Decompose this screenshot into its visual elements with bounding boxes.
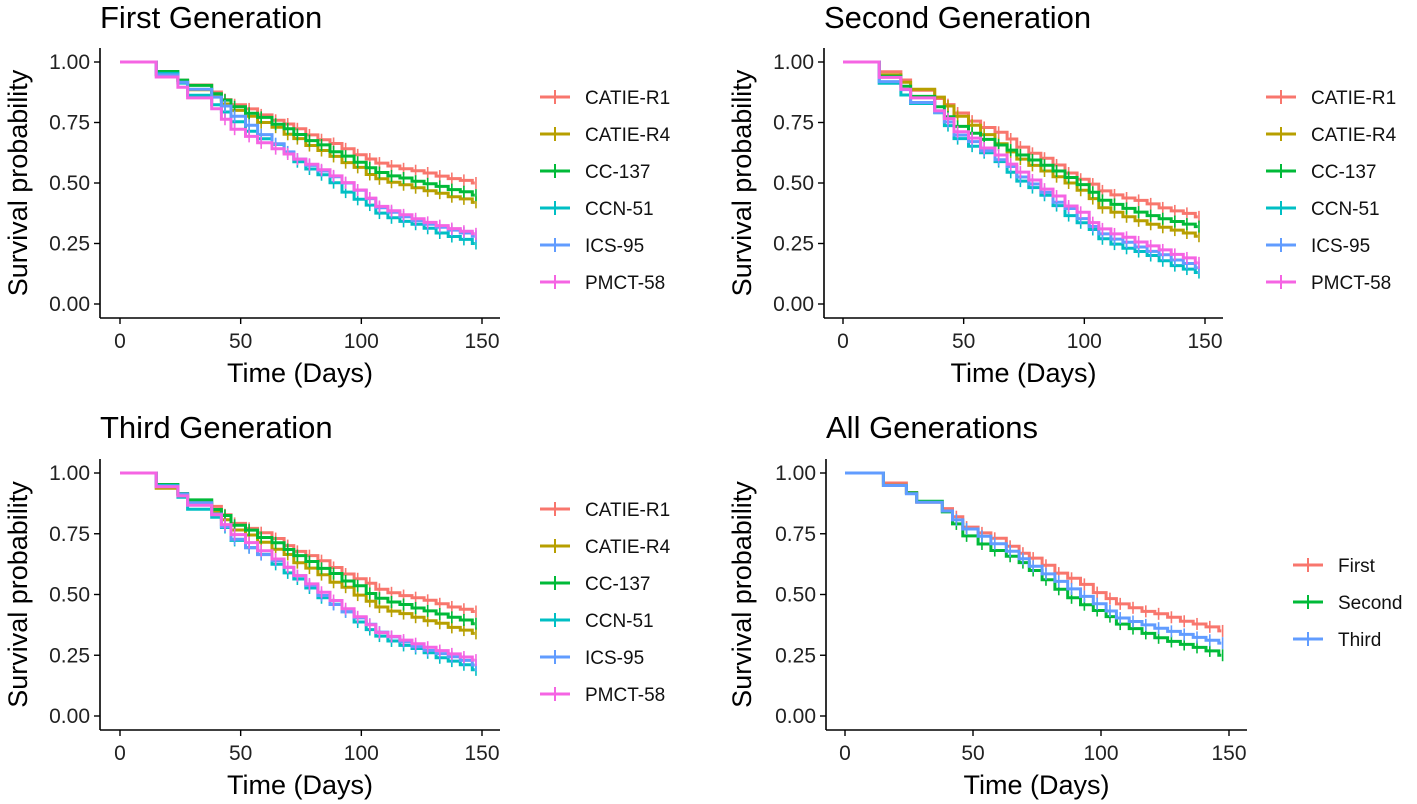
x-tick-label: 0 xyxy=(114,330,126,353)
x-tick-label: 150 xyxy=(464,330,499,353)
chart-panel-1: First Generation Survival probability 0.00… xyxy=(3,0,671,388)
x-tick-label: 50 xyxy=(229,330,252,353)
legend-label: CCN-51 xyxy=(585,611,654,632)
y-tick-label: 0.25 xyxy=(773,233,814,256)
chart-panel-4: All Generations Survival probability 0.00 0… xyxy=(727,410,1402,800)
y-tick-label: 0.00 xyxy=(49,293,90,316)
chart-panel-3: Third Generation Survival probability 0.00… xyxy=(3,410,671,800)
legend-label: First xyxy=(1338,556,1376,577)
chart-panel-2: Second Generation Survival probability 0.0… xyxy=(727,0,1397,388)
y-axis-label: Survival probability xyxy=(727,69,757,296)
legend-label: CCN-51 xyxy=(585,199,654,220)
survival-curve-catie-r4 xyxy=(120,471,475,635)
legend-label: CATIE-R4 xyxy=(585,125,671,146)
legend-label: PMCT-58 xyxy=(1311,273,1391,294)
x-tick-label: 100 xyxy=(344,330,379,353)
y-tick-label: 1.00 xyxy=(49,462,90,485)
survival-curve-cc-137 xyxy=(843,60,1198,229)
x-tick-label: 50 xyxy=(952,330,975,353)
y-tick-label: 0.00 xyxy=(773,293,814,316)
legend-label: CATIE-R1 xyxy=(585,500,670,521)
legend-label: Third xyxy=(1338,630,1381,651)
survival-curve-catie-r1 xyxy=(120,471,475,613)
y-tick-label: 0.25 xyxy=(49,644,90,667)
y-axis-label: Survival probability xyxy=(3,69,33,296)
y-tick-label: 0.25 xyxy=(49,233,90,256)
legend-label: CATIE-R1 xyxy=(1311,88,1396,109)
legend-label: CC-137 xyxy=(1311,162,1376,183)
survival-curve-ccn-51 xyxy=(120,60,475,245)
x-axis-label: Time (Days) xyxy=(951,358,1097,388)
legend-label: PMCT-58 xyxy=(585,273,665,294)
legend-label: ICS-95 xyxy=(585,236,644,257)
legend-label: CATIE-R4 xyxy=(1311,125,1397,146)
survival-curve-first xyxy=(845,471,1222,633)
survival-curve-third xyxy=(845,471,1222,645)
survival-curve-ics-95 xyxy=(120,471,475,667)
survival-curve-pmct-58 xyxy=(120,471,475,662)
x-tick-label: 0 xyxy=(114,742,126,765)
x-axis-label: Time (Days) xyxy=(964,770,1110,800)
x-tick-label: 100 xyxy=(1067,330,1102,353)
survival-curve-pmct-58 xyxy=(120,60,475,236)
survival-curve-catie-r1 xyxy=(843,60,1198,219)
legend-label: PMCT-58 xyxy=(585,685,665,706)
chart-title: All Generations xyxy=(826,410,1038,445)
survival-curve-cc-137 xyxy=(120,471,475,626)
y-tick-label: 0.00 xyxy=(775,705,816,728)
survival-curve-pmct-58 xyxy=(843,60,1198,265)
y-tick-label: 0.25 xyxy=(775,644,816,667)
legend-label: CCN-51 xyxy=(1311,199,1380,220)
y-tick-label: 1.00 xyxy=(773,51,814,74)
y-tick-label: 0.50 xyxy=(773,172,814,195)
y-tick-label: 0.75 xyxy=(49,523,90,546)
y-tick-label: 1.00 xyxy=(775,462,816,485)
survival-curve-ics-95 xyxy=(120,60,475,238)
x-axis-label: Time (Days) xyxy=(227,770,373,800)
chart-title: First Generation xyxy=(100,0,322,35)
y-axis-label: Survival probability xyxy=(3,481,33,708)
x-tick-label: 0 xyxy=(837,330,849,353)
y-tick-label: 0.50 xyxy=(775,584,816,607)
survival-curve-catie-r4 xyxy=(843,60,1198,238)
legend-label: CC-137 xyxy=(585,162,650,183)
legend-label: ICS-95 xyxy=(585,648,644,669)
x-tick-label: 150 xyxy=(464,742,499,765)
y-tick-label: 1.00 xyxy=(49,51,90,74)
x-tick-label: 150 xyxy=(1211,742,1246,765)
y-tick-label: 0.75 xyxy=(775,523,816,546)
x-tick-label: 50 xyxy=(229,742,252,765)
y-tick-label: 0.00 xyxy=(49,705,90,728)
legend-label: ICS-95 xyxy=(1311,236,1370,257)
legend-label: CATIE-R4 xyxy=(585,537,671,558)
chart-title: Third Generation xyxy=(100,410,333,445)
x-tick-label: 100 xyxy=(344,742,379,765)
legend-label: CATIE-R1 xyxy=(585,88,670,109)
y-tick-label: 0.50 xyxy=(49,172,90,195)
survival-curve-ics-95 xyxy=(843,60,1198,270)
x-axis-label: Time (Days) xyxy=(227,358,373,388)
x-tick-label: 150 xyxy=(1187,330,1222,353)
legend-label: Second xyxy=(1338,593,1402,614)
x-tick-label: 100 xyxy=(1083,742,1118,765)
survival-curve-ccn-51 xyxy=(120,471,475,672)
x-tick-label: 50 xyxy=(961,742,984,765)
survival-curve-catie-r1 xyxy=(120,60,475,185)
x-tick-label: 0 xyxy=(839,742,851,765)
chart-title: Second Generation xyxy=(824,0,1091,35)
survival-curve-cc-137 xyxy=(120,60,475,197)
y-tick-label: 0.50 xyxy=(49,584,90,607)
y-tick-label: 0.75 xyxy=(49,112,90,135)
y-tick-label: 0.75 xyxy=(773,112,814,135)
y-axis-label: Survival probability xyxy=(727,481,757,708)
legend-label: CC-137 xyxy=(585,574,650,595)
